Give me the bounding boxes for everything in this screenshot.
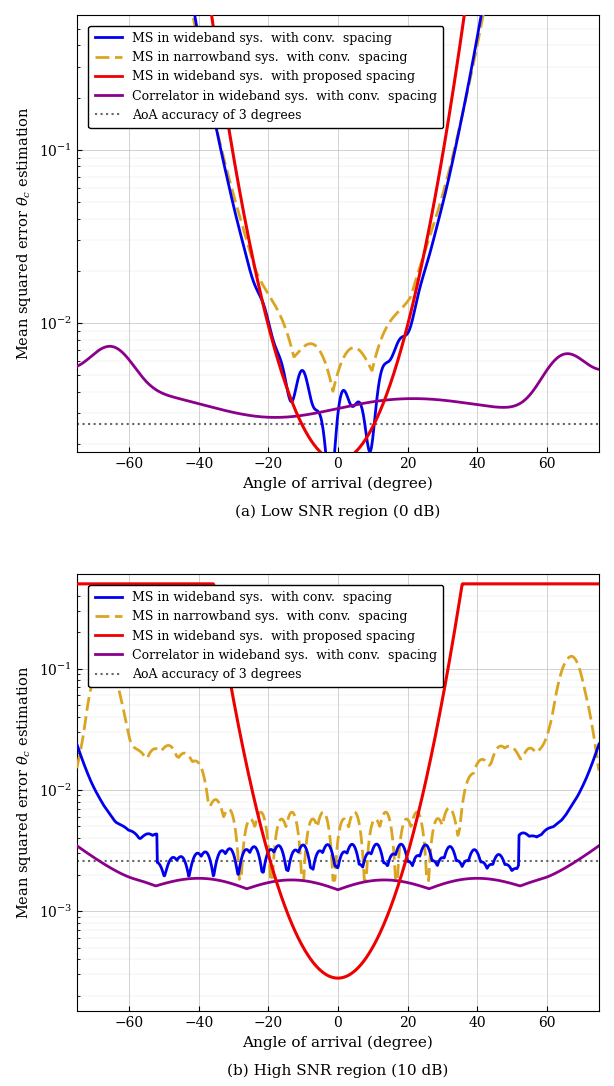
Text: (b) High SNR region (10 dB): (b) High SNR region (10 dB) [227,1063,449,1077]
Text: (a) Low SNR region (0 dB): (a) Low SNR region (0 dB) [235,504,441,518]
X-axis label: Angle of arrival (degree): Angle of arrival (degree) [243,476,433,491]
Y-axis label: Mean squared error $\theta_c$ estimation: Mean squared error $\theta_c$ estimation [15,666,33,920]
X-axis label: Angle of arrival (degree): Angle of arrival (degree) [243,1035,433,1050]
Legend: MS in wideband sys.  with conv.  spacing, MS in narrowband sys.  with conv.  spa: MS in wideband sys. with conv. spacing, … [88,585,443,687]
Legend: MS in wideband sys.  with conv.  spacing, MS in narrowband sys.  with conv.  spa: MS in wideband sys. with conv. spacing, … [88,26,443,128]
Y-axis label: Mean squared error $\theta_c$ estimation: Mean squared error $\theta_c$ estimation [15,106,33,361]
